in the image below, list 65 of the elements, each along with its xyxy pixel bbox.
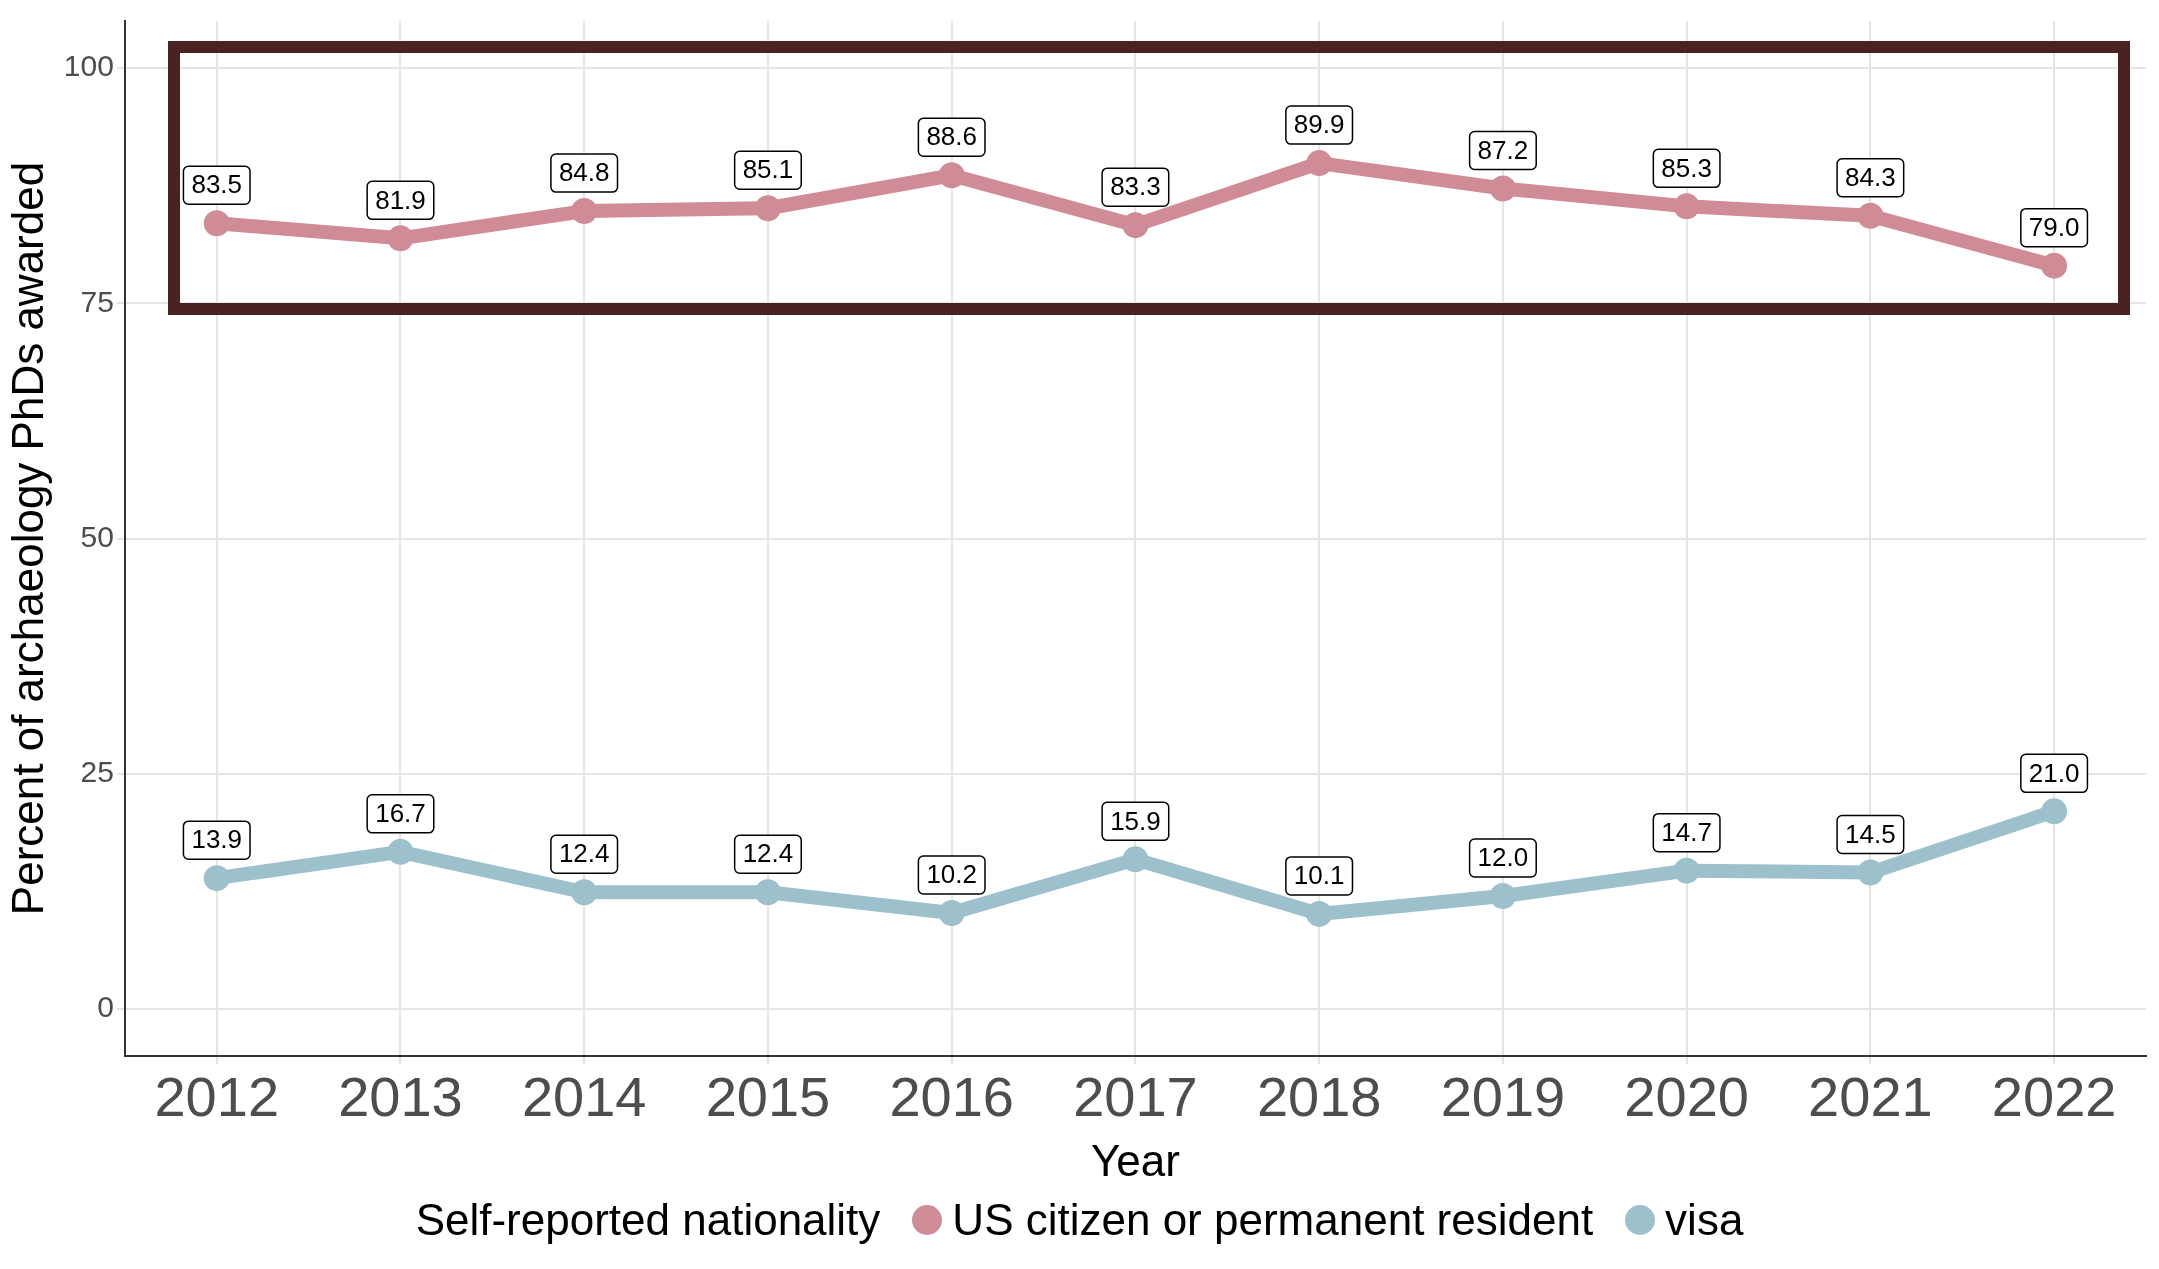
point (387, 838, 414, 865)
point (1306, 900, 1333, 927)
x-tick-label: 2015 (705, 1065, 831, 1129)
data-label: 79.0 (2028, 211, 2080, 242)
point (938, 899, 965, 926)
x-tick-label: 2018 (1256, 1065, 1382, 1129)
data-label: 84.8 (558, 157, 610, 188)
point (203, 865, 230, 892)
point (1489, 883, 1516, 910)
x-tick-label: 2017 (1073, 1065, 1198, 1129)
point (2041, 798, 2068, 825)
y-tick-label: 75 (80, 284, 114, 318)
data-label: 10.1 (1293, 860, 1345, 891)
data-label: 12.4 (558, 838, 610, 869)
point (1673, 857, 1700, 884)
point (1122, 212, 1149, 239)
point (1857, 202, 1884, 229)
x-tick-label: 2014 (521, 1065, 647, 1129)
data-label: 15.9 (1110, 805, 1161, 836)
y-tick-label: 0 (97, 990, 114, 1024)
data-label: 88.6 (926, 121, 977, 152)
data-label: 89.9 (1293, 109, 1345, 140)
data-label: 84.3 (1845, 161, 1896, 192)
legend-label: visa (1665, 1195, 1744, 1245)
point (2041, 252, 2068, 279)
legend-title: Self-reported nationality (415, 1195, 881, 1245)
point (754, 195, 781, 222)
y-tick-label: 100 (63, 49, 114, 83)
data-label: 21.0 (2028, 757, 2080, 788)
point (754, 879, 781, 906)
x-tick-label: 2020 (1624, 1065, 1749, 1129)
y-axis-title: Percent of archaeology PhDs awarded (2, 161, 52, 916)
x-tick-label: 2022 (1991, 1065, 2117, 1129)
point (387, 225, 414, 252)
data-label: 14.7 (1661, 816, 1712, 847)
data-label: 14.5 (1845, 818, 1896, 849)
point (1673, 193, 1700, 220)
data-label: 83.3 (1110, 171, 1161, 202)
y-tick-label: 25 (80, 754, 114, 788)
data-label: 13.9 (191, 824, 243, 855)
point (203, 210, 230, 237)
data-label: 83.5 (191, 169, 243, 200)
data-label: 12.4 (742, 838, 794, 869)
point (571, 879, 598, 906)
y-tick-label: 50 (80, 519, 114, 553)
point (938, 162, 965, 189)
data-label: 16.7 (375, 797, 426, 828)
x-axis-title: Year (1090, 1135, 1180, 1185)
point (1122, 846, 1149, 873)
data-label: 81.9 (375, 184, 426, 215)
x-tick-label: 2012 (154, 1065, 280, 1129)
x-tick-label: 2016 (889, 1065, 1014, 1129)
point (571, 198, 598, 225)
x-tick-label: 2021 (1808, 1065, 1933, 1129)
x-tick-label: 2019 (1440, 1065, 1566, 1129)
point (1857, 859, 1884, 886)
point (1489, 175, 1516, 202)
data-label: 85.1 (742, 154, 794, 185)
point (1306, 150, 1333, 177)
data-label: 12.0 (1477, 842, 1529, 873)
legend-label: US citizen or permanent resident (952, 1195, 1594, 1245)
data-label: 87.2 (1477, 134, 1529, 165)
data-label: 10.2 (926, 859, 977, 890)
x-tick-label: 2013 (338, 1065, 463, 1129)
data-label: 85.3 (1661, 152, 1712, 183)
